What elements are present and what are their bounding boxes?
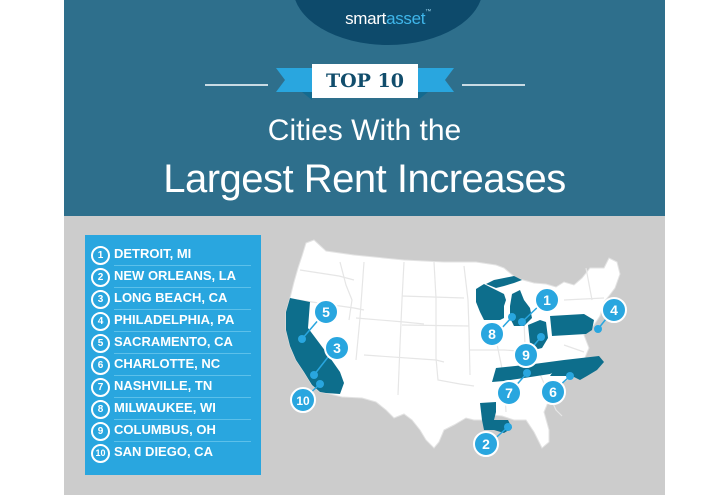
brand-name-part2: asset: [386, 9, 426, 28]
marker-8[interactable]: 8: [479, 313, 516, 347]
divider-right: [462, 84, 525, 86]
marker-9[interactable]: 9: [513, 333, 545, 368]
svg-text:3: 3: [333, 340, 341, 356]
state-michigan-up: [486, 276, 522, 288]
row-divider: [114, 265, 251, 266]
state-california: [286, 298, 344, 394]
svg-text:2: 2: [482, 436, 490, 452]
city-label: NASHVILLE, TN: [114, 378, 213, 393]
rank-number: 10: [91, 444, 110, 463]
rank-number: 7: [91, 378, 110, 397]
svg-text:10: 10: [296, 394, 310, 408]
title-line-2: Largest Rent Increases: [163, 157, 566, 201]
svg-text:8: 8: [488, 326, 496, 342]
rankings-list: 1 DETROIT, MI 2 NEW ORLEANS, LA 3 LONG B…: [85, 235, 261, 475]
svg-text:1: 1: [543, 292, 551, 308]
list-item: 1 DETROIT, MI: [91, 244, 251, 266]
brand-logo: smartasset™: [293, 9, 483, 29]
list-item: 9 COLUMBUS, OH: [91, 420, 251, 442]
city-label: SACRAMENTO, CA: [114, 334, 233, 349]
infographic-panel: smartasset™ TOP 10 Cities With the Large…: [64, 0, 665, 495]
state-wisconsin: [476, 284, 506, 320]
svg-text:7: 7: [505, 385, 513, 401]
marker-10[interactable]: 10: [290, 380, 324, 413]
header-banner: smartasset™ TOP 10 Cities With the Large…: [64, 0, 665, 216]
list-item: 4 PHILADELPHIA, PA: [91, 310, 251, 332]
svg-text:6: 6: [549, 384, 557, 400]
city-label: MILWAUKEE, WI: [114, 400, 216, 415]
city-label: COLUMBUS, OH: [114, 422, 216, 437]
row-divider: [114, 441, 251, 442]
marker-6[interactable]: 6: [540, 372, 574, 405]
list-item: 5 SACRAMENTO, CA: [91, 332, 251, 354]
marker-4[interactable]: 4: [594, 297, 627, 333]
row-divider: [114, 419, 251, 420]
city-label: LONG BEACH, CA: [114, 290, 228, 305]
list-item: 3 LONG BEACH, CA: [91, 288, 251, 310]
title-line-1: Cities With the: [267, 114, 462, 147]
city-label: PHILADELPHIA, PA: [114, 312, 235, 327]
row-divider: [114, 331, 251, 332]
rank-number: 2: [91, 268, 110, 287]
row-divider: [114, 397, 251, 398]
row-divider: [114, 353, 251, 354]
svg-text:5: 5: [322, 304, 330, 320]
trademark-mark: ™: [425, 9, 431, 15]
rank-number: 4: [91, 312, 110, 331]
list-item: 2 NEW ORLEANS, LA: [91, 266, 251, 288]
row-divider: [114, 309, 251, 310]
row-divider: [114, 287, 251, 288]
city-label: CHARLOTTE, NC: [114, 356, 221, 371]
marker-2[interactable]: 2: [473, 423, 512, 457]
city-label: SAN DIEGO, CA: [114, 444, 213, 459]
rank-number: 6: [91, 356, 110, 375]
marker-7[interactable]: 7: [496, 369, 531, 406]
svg-text:9: 9: [522, 347, 530, 363]
marker-5[interactable]: 5: [298, 299, 339, 343]
rank-number: 3: [91, 290, 110, 309]
state-louisiana: [480, 402, 512, 433]
brand-name-part1: smart: [345, 9, 387, 28]
list-item: 6 CHARLOTTE, NC: [91, 354, 251, 376]
rank-number: 1: [91, 246, 110, 265]
rank-number: 8: [91, 400, 110, 419]
marker-3[interactable]: 3: [310, 335, 350, 379]
state-borders: [297, 261, 605, 417]
list-item: 8 MILWAUKEE, WI: [91, 398, 251, 420]
city-label: NEW ORLEANS, LA: [114, 268, 237, 283]
marker-1[interactable]: 1: [518, 287, 560, 326]
us-map: 1 2 3 4 5 6: [285, 239, 627, 457]
rank-number: 5: [91, 334, 110, 353]
rank-number: 9: [91, 422, 110, 441]
svg-text:4: 4: [610, 302, 618, 318]
row-divider: [114, 375, 251, 376]
city-label: DETROIT, MI: [114, 246, 192, 261]
list-item: 7 NASHVILLE, TN: [91, 376, 251, 398]
state-north-carolina: [550, 356, 604, 380]
top-10-badge: TOP 10: [312, 64, 418, 98]
divider-left: [205, 84, 268, 86]
list-item: 10 SAN DIEGO, CA: [91, 442, 251, 464]
state-pennsylvania: [550, 314, 594, 336]
